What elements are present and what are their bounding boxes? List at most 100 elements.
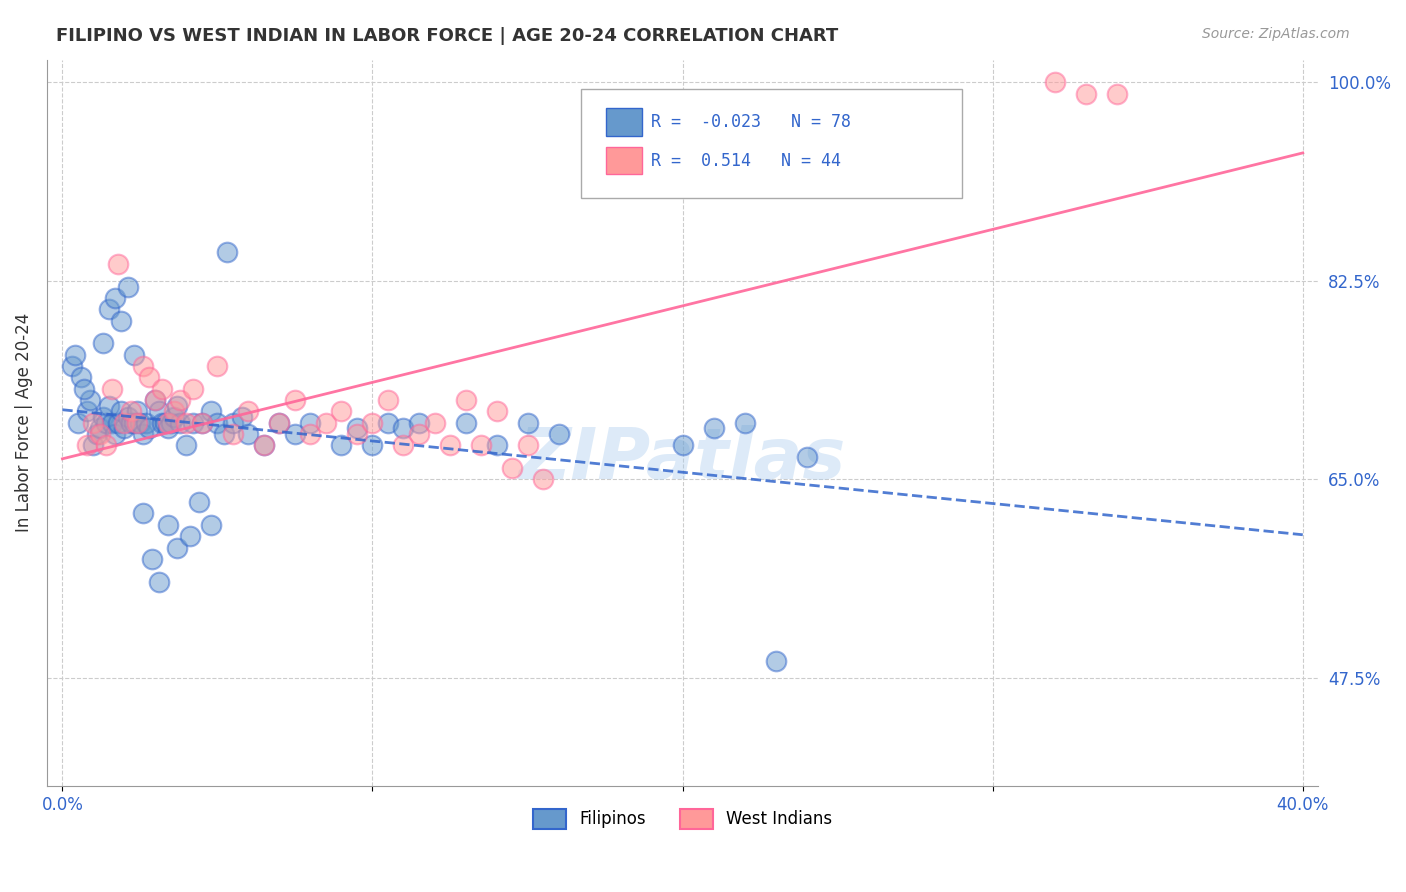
Text: R =  -0.023   N = 78: R = -0.023 N = 78 xyxy=(651,113,851,131)
Point xyxy=(516,438,538,452)
Point xyxy=(110,404,132,418)
Point xyxy=(222,416,245,430)
Point xyxy=(703,421,725,435)
Point xyxy=(141,552,163,566)
Point xyxy=(191,416,214,430)
Point xyxy=(153,416,176,430)
Point xyxy=(392,421,415,435)
Point xyxy=(299,427,322,442)
Point xyxy=(454,416,477,430)
Point xyxy=(156,421,179,435)
Point xyxy=(148,404,170,418)
Point xyxy=(1043,75,1066,89)
Point xyxy=(73,382,96,396)
Point xyxy=(361,438,384,452)
Point xyxy=(207,359,229,373)
Legend: Filipinos, West Indians: Filipinos, West Indians xyxy=(526,802,839,836)
Point xyxy=(485,438,508,452)
Point xyxy=(91,336,114,351)
Point xyxy=(89,421,111,435)
Point xyxy=(150,416,173,430)
Point xyxy=(408,416,430,430)
Point xyxy=(346,421,368,435)
Point xyxy=(70,370,93,384)
Text: R =  0.514   N = 44: R = 0.514 N = 44 xyxy=(651,152,841,169)
Point xyxy=(330,438,353,452)
Point xyxy=(145,392,167,407)
Point xyxy=(796,450,818,464)
Point xyxy=(284,427,307,442)
Text: Source: ZipAtlas.com: Source: ZipAtlas.com xyxy=(1202,27,1350,41)
Point xyxy=(76,438,98,452)
Point xyxy=(1074,87,1097,101)
Point xyxy=(269,416,291,430)
Point xyxy=(176,416,198,430)
Point xyxy=(212,427,235,442)
Point xyxy=(107,257,129,271)
Point xyxy=(120,416,142,430)
Point xyxy=(86,427,108,442)
Point xyxy=(160,416,183,430)
Point xyxy=(163,404,186,418)
Point xyxy=(79,392,101,407)
Point xyxy=(166,541,188,555)
Point xyxy=(60,359,83,373)
Point xyxy=(179,529,201,543)
Point xyxy=(439,438,461,452)
Point xyxy=(238,404,260,418)
Point xyxy=(150,382,173,396)
Point xyxy=(1105,87,1128,101)
Text: FILIPINO VS WEST INDIAN IN LABOR FORCE | AGE 20-24 CORRELATION CHART: FILIPINO VS WEST INDIAN IN LABOR FORCE |… xyxy=(56,27,838,45)
Point xyxy=(104,427,127,442)
Point xyxy=(299,416,322,430)
Text: ZIPatlas: ZIPatlas xyxy=(519,425,846,493)
Point xyxy=(501,461,523,475)
Point xyxy=(132,427,155,442)
Point xyxy=(454,392,477,407)
Point xyxy=(516,416,538,430)
Point xyxy=(97,302,120,317)
Point xyxy=(361,416,384,430)
Point xyxy=(207,416,229,430)
Point xyxy=(135,416,157,430)
Point xyxy=(330,404,353,418)
Point xyxy=(91,410,114,425)
Point xyxy=(470,438,492,452)
Point xyxy=(117,410,139,425)
Point xyxy=(122,416,145,430)
Point xyxy=(125,416,148,430)
Point xyxy=(253,438,276,452)
Point xyxy=(138,421,160,435)
Point xyxy=(132,507,155,521)
Point xyxy=(222,427,245,442)
Point xyxy=(315,416,337,430)
Point xyxy=(166,399,188,413)
Point xyxy=(82,416,104,430)
Point xyxy=(94,416,117,430)
Point xyxy=(231,410,253,425)
Point xyxy=(145,392,167,407)
FancyBboxPatch shape xyxy=(581,88,962,197)
Point xyxy=(765,654,787,668)
Point xyxy=(82,438,104,452)
Point xyxy=(547,427,569,442)
Point xyxy=(112,421,135,435)
Point xyxy=(163,410,186,425)
Bar xyxy=(606,147,643,174)
Point xyxy=(181,416,204,430)
Point xyxy=(181,382,204,396)
Point xyxy=(66,416,89,430)
Y-axis label: In Labor Force | Age 20-24: In Labor Force | Age 20-24 xyxy=(15,313,32,533)
Point xyxy=(408,427,430,442)
Point xyxy=(346,427,368,442)
Point xyxy=(269,416,291,430)
Point xyxy=(97,399,120,413)
Point xyxy=(129,416,152,430)
Point xyxy=(148,574,170,589)
Point xyxy=(132,359,155,373)
Point xyxy=(120,404,142,418)
Point xyxy=(138,370,160,384)
Point xyxy=(671,438,693,452)
Point xyxy=(169,392,191,407)
Point xyxy=(94,438,117,452)
